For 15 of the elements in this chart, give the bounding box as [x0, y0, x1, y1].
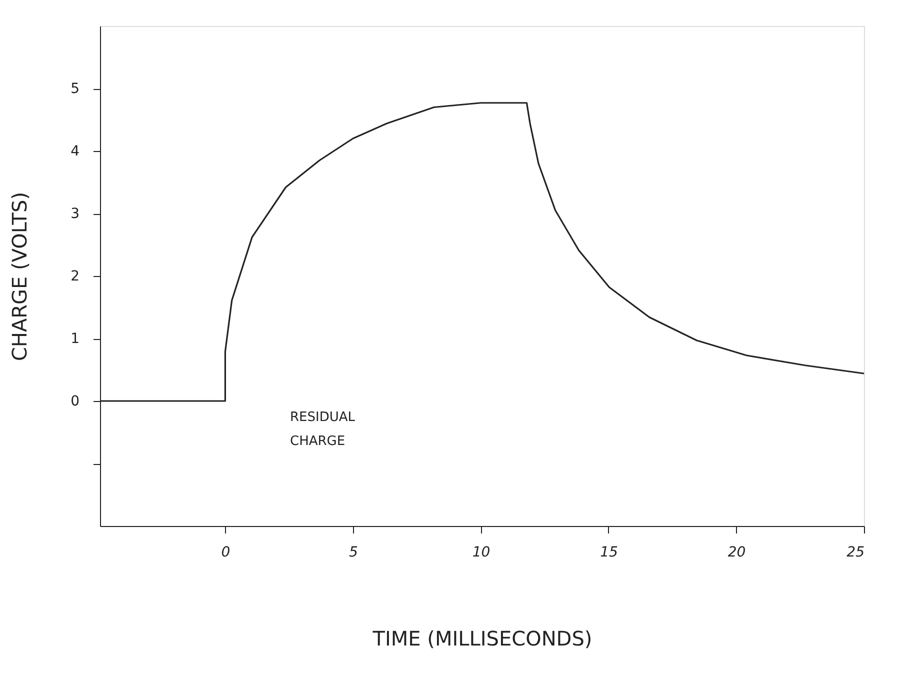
x-tick-label: 0 — [221, 544, 230, 560]
y-tick-label: 0 — [70, 394, 80, 410]
annotation: RESIDUAL CHARGE — [290, 410, 356, 449]
y-tick-label: 3 — [70, 206, 80, 222]
y-tick-label: 4 — [70, 144, 80, 160]
y-tick-label: 5 — [70, 81, 80, 97]
y-tick-label: 1 — [70, 331, 80, 347]
x-tick-label: 10 — [472, 544, 490, 560]
x-axis-title: TIME (MILLISECONDS) — [372, 626, 592, 650]
y-axis-title: CHARGE (VOLTS) — [8, 192, 32, 362]
x-tick-label: 25 — [846, 544, 865, 560]
y-tick-label: 2 — [70, 268, 80, 284]
x-tick-label: 5 — [349, 544, 358, 560]
x-tick-label: 20 — [728, 544, 746, 560]
x-tick-label: 15 — [600, 544, 618, 560]
